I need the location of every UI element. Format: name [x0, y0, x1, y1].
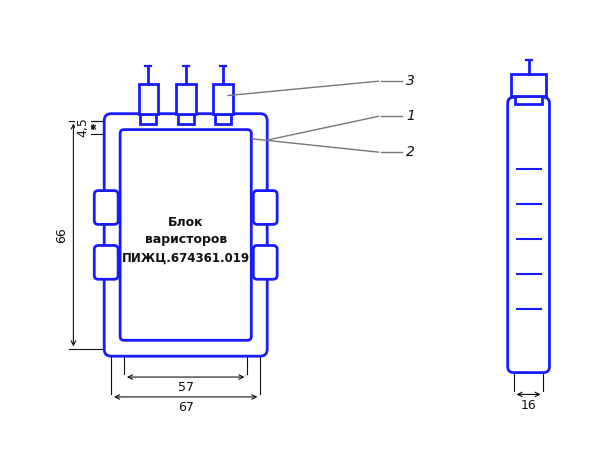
FancyBboxPatch shape: [253, 191, 277, 225]
FancyBboxPatch shape: [94, 245, 118, 279]
FancyBboxPatch shape: [253, 245, 277, 279]
Text: 67: 67: [178, 401, 194, 414]
Text: 57: 57: [178, 382, 194, 395]
Text: 3: 3: [406, 74, 415, 88]
Text: Блок: Блок: [168, 216, 203, 229]
FancyBboxPatch shape: [104, 114, 267, 356]
Bar: [213, 84, 233, 114]
Bar: [178, 114, 194, 124]
Text: 1: 1: [406, 109, 415, 123]
Text: 66: 66: [55, 227, 68, 243]
Bar: [176, 84, 196, 114]
FancyBboxPatch shape: [120, 130, 251, 340]
Text: 2: 2: [406, 145, 415, 159]
Bar: [511, 74, 547, 96]
FancyBboxPatch shape: [508, 97, 550, 373]
Bar: [140, 114, 157, 124]
Bar: [215, 114, 231, 124]
Text: 16: 16: [521, 399, 536, 412]
Text: ПИЖЦ.674361.019: ПИЖЦ.674361.019: [122, 251, 250, 264]
Text: варисторов: варисторов: [145, 234, 227, 247]
FancyBboxPatch shape: [94, 191, 118, 225]
Text: 4,5: 4,5: [77, 117, 90, 137]
Bar: [515, 96, 542, 104]
Bar: [139, 84, 158, 114]
